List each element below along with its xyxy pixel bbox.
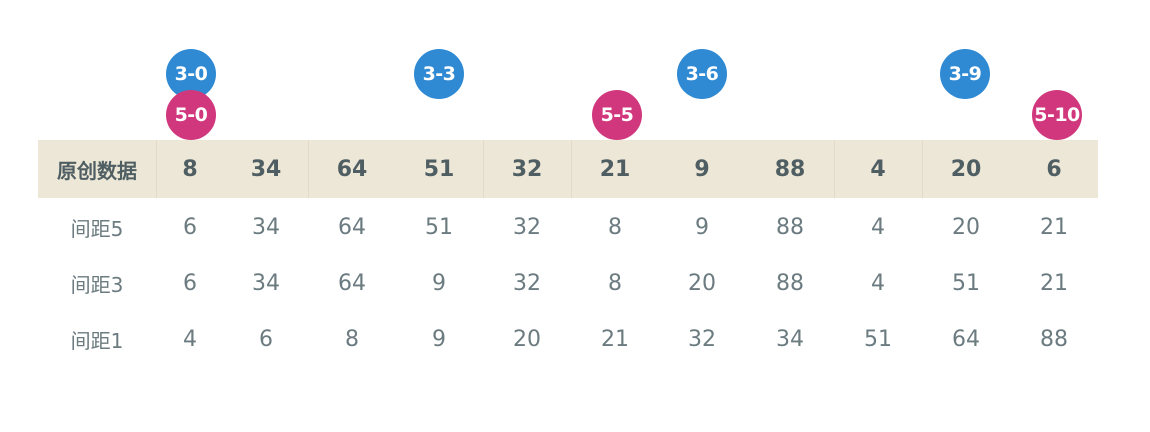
table-cell: 64 (338, 270, 366, 296)
column-divider (922, 140, 923, 198)
table-cell: 4 (871, 214, 885, 240)
table-cell: 8 (345, 326, 359, 352)
table-cell: 9 (695, 214, 709, 240)
table-cell: 32 (513, 214, 541, 240)
marker-3-6: 3-6 (677, 49, 727, 99)
table-cell: 20 (688, 270, 716, 296)
column-divider (571, 140, 572, 198)
table-cell: 8 (182, 156, 198, 182)
marker-3-9: 3-9 (940, 49, 990, 99)
column-divider (483, 140, 484, 198)
table-cell: 6 (183, 270, 197, 296)
marker-3-3: 3-3 (414, 49, 464, 99)
table-cell: 21 (1040, 270, 1068, 296)
table-cell: 4 (871, 270, 885, 296)
row-label: 间距3 (70, 272, 124, 297)
table-cell: 20 (950, 156, 982, 182)
table-cell: 6 (1046, 156, 1062, 182)
table-cell: 32 (688, 326, 716, 352)
table-cell: 51 (425, 214, 453, 240)
table-cell: 88 (1040, 326, 1068, 352)
table-cell: 88 (774, 156, 806, 182)
table-cell: 32 (513, 270, 541, 296)
table-cell: 51 (952, 270, 980, 296)
table-cell: 64 (338, 214, 366, 240)
table-row: 间距3 6 34 64 9 32 8 20 88 4 51 21 (38, 254, 1098, 312)
table-cell: 34 (252, 270, 280, 296)
table-cell: 21 (1040, 214, 1068, 240)
table-row: 间距5 6 34 64 51 32 8 9 88 4 20 21 (38, 198, 1098, 256)
table-row: 间距1 4 6 8 9 20 21 32 34 51 64 88 (38, 310, 1098, 368)
table-cell: 88 (776, 214, 804, 240)
header-row: 原创数据 8 34 64 51 32 21 9 88 4 20 6 (38, 140, 1098, 198)
row-label: 间距1 (70, 328, 124, 353)
table-cell: 51 (423, 156, 455, 182)
table-cell: 20 (952, 214, 980, 240)
table-cell: 34 (252, 214, 280, 240)
table-cell: 34 (250, 156, 282, 182)
row-label: 原创数据 (57, 158, 137, 183)
table-cell: 9 (432, 326, 446, 352)
column-divider (156, 140, 157, 198)
table-cell: 64 (336, 156, 368, 182)
row-label: 间距5 (70, 216, 124, 241)
table-cell: 21 (599, 156, 631, 182)
table-cell: 8 (608, 270, 622, 296)
table-cell: 32 (511, 156, 543, 182)
table-cell: 8 (608, 214, 622, 240)
marker-5-10: 5-10 (1032, 90, 1082, 140)
table-cell: 64 (952, 326, 980, 352)
table-cell: 21 (601, 326, 629, 352)
marker-5-5: 5-5 (592, 90, 642, 140)
table-cell: 9 (694, 156, 710, 182)
column-divider (308, 140, 309, 198)
marker-5-0: 5-0 (166, 90, 216, 140)
column-divider (834, 140, 835, 198)
table-cell: 6 (259, 326, 273, 352)
table-cell: 34 (776, 326, 804, 352)
table-cell: 9 (432, 270, 446, 296)
table-cell: 6 (183, 214, 197, 240)
table-cell: 4 (183, 326, 197, 352)
table-cell: 4 (870, 156, 886, 182)
table-cell: 20 (513, 326, 541, 352)
table-cell: 51 (864, 326, 892, 352)
table-cell: 88 (776, 270, 804, 296)
